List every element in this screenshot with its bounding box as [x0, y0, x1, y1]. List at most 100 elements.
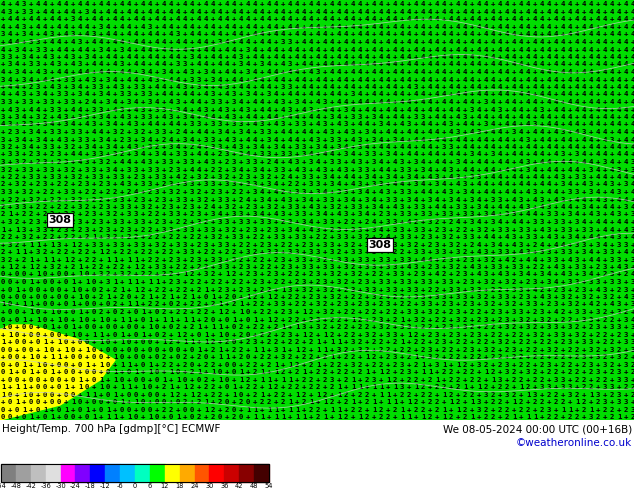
Text: 3: 3 [148, 167, 152, 172]
Text: 4: 4 [183, 129, 187, 135]
Text: +: + [463, 354, 467, 360]
Text: +: + [218, 384, 222, 390]
Text: 4: 4 [344, 17, 348, 23]
Text: 4: 4 [568, 204, 573, 210]
Text: +: + [1, 376, 5, 383]
Text: +: + [400, 17, 404, 23]
Text: +: + [575, 271, 579, 277]
Text: 4: 4 [400, 9, 404, 15]
Text: 2: 2 [631, 414, 634, 420]
Text: +: + [568, 376, 573, 383]
Text: 1: 1 [449, 399, 453, 405]
Text: 4: 4 [211, 47, 215, 52]
Text: 4: 4 [358, 31, 362, 38]
Text: +: + [239, 249, 243, 255]
Text: +: + [624, 279, 628, 285]
Text: 3: 3 [512, 234, 516, 240]
Text: +: + [337, 399, 341, 405]
Text: 4: 4 [120, 17, 124, 23]
Text: 3: 3 [99, 219, 103, 225]
Text: 4: 4 [540, 92, 544, 98]
Text: 4: 4 [260, 31, 264, 38]
Text: 3: 3 [120, 242, 124, 247]
Text: 0: 0 [50, 332, 54, 338]
Text: 2: 2 [477, 309, 481, 315]
Text: +: + [421, 106, 425, 113]
Text: 2: 2 [484, 407, 488, 413]
Text: 0: 0 [127, 346, 131, 352]
Text: 3: 3 [8, 99, 12, 105]
Text: +: + [554, 407, 558, 413]
Text: 4: 4 [267, 39, 271, 45]
Text: 3: 3 [631, 294, 634, 300]
Text: 3: 3 [316, 271, 320, 277]
Text: +: + [547, 376, 551, 383]
Text: 3: 3 [148, 144, 152, 150]
Text: 4: 4 [470, 167, 474, 172]
Text: +: + [463, 219, 467, 225]
Text: +: + [106, 332, 110, 338]
Text: 4: 4 [260, 106, 264, 113]
Text: +: + [505, 264, 509, 270]
Text: +: + [22, 242, 26, 247]
Text: +: + [519, 54, 523, 60]
Text: 2: 2 [323, 301, 327, 308]
Text: 0: 0 [148, 407, 152, 413]
Text: 3: 3 [414, 309, 418, 315]
Text: 4: 4 [603, 151, 607, 157]
Text: +: + [337, 242, 341, 247]
Text: 4: 4 [134, 31, 138, 38]
Text: +: + [505, 196, 509, 202]
Text: +: + [386, 159, 390, 165]
Text: +: + [204, 324, 208, 330]
Text: +: + [106, 106, 110, 113]
Text: 3: 3 [351, 204, 355, 210]
Text: 3: 3 [232, 137, 236, 143]
Text: 4: 4 [596, 122, 600, 127]
Text: 2: 2 [288, 339, 292, 345]
Text: 4: 4 [519, 159, 523, 165]
Text: 4: 4 [155, 84, 159, 90]
Text: 3: 3 [378, 181, 383, 188]
Text: 3: 3 [526, 204, 530, 210]
Text: 4: 4 [610, 189, 614, 195]
Text: 0: 0 [232, 324, 236, 330]
Text: 4: 4 [393, 84, 397, 90]
Text: +: + [337, 309, 341, 315]
Text: +: + [449, 226, 453, 232]
Text: +: + [428, 47, 432, 52]
Text: 3: 3 [589, 189, 593, 195]
Text: +: + [99, 256, 103, 263]
Text: 3: 3 [127, 137, 131, 143]
Text: +: + [372, 234, 376, 240]
Text: +: + [449, 339, 453, 345]
Text: 2: 2 [309, 271, 313, 277]
Text: +: + [36, 279, 40, 285]
Text: +: + [211, 332, 215, 338]
Text: +: + [547, 106, 551, 113]
Text: 4: 4 [589, 137, 593, 143]
Text: 4: 4 [253, 122, 257, 127]
Text: +: + [127, 17, 131, 23]
Text: +: + [365, 159, 369, 165]
Text: 4: 4 [253, 24, 257, 30]
Text: 2: 2 [155, 196, 159, 202]
Text: +: + [197, 47, 201, 52]
Text: 4: 4 [400, 47, 404, 52]
Text: 3: 3 [484, 256, 488, 263]
Text: 4: 4 [589, 54, 593, 60]
Text: 1: 1 [43, 339, 47, 345]
Text: 3: 3 [582, 339, 586, 345]
Text: 4: 4 [15, 17, 19, 23]
Text: 3: 3 [414, 226, 418, 232]
Text: 2: 2 [260, 309, 264, 315]
Text: +: + [85, 399, 89, 405]
Text: +: + [204, 279, 208, 285]
Text: 2: 2 [547, 317, 551, 322]
Text: 4: 4 [540, 24, 544, 30]
Text: 1: 1 [148, 369, 152, 375]
Text: 2: 2 [253, 301, 257, 308]
Text: +: + [386, 362, 390, 368]
Text: 4: 4 [512, 54, 516, 60]
Text: 4: 4 [407, 31, 411, 38]
